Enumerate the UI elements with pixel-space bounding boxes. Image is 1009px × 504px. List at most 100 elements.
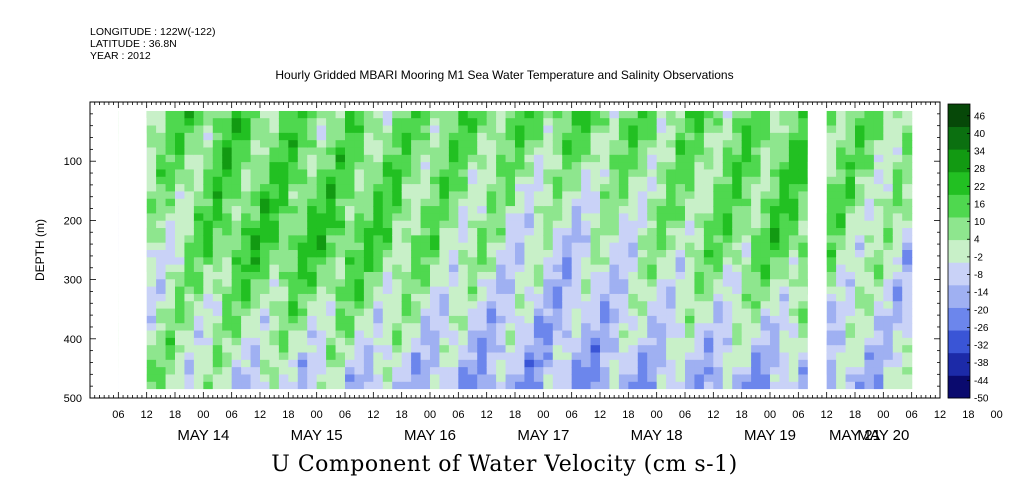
heatmap-cell [269, 213, 280, 222]
heatmap-cell [552, 125, 563, 134]
heatmap-cell [685, 359, 696, 368]
heatmap-cell [156, 323, 167, 332]
heatmap-cell [278, 293, 289, 302]
heatmap-cell [562, 359, 573, 368]
heatmap-cell [430, 235, 441, 244]
heatmap-cell [269, 301, 280, 310]
heatmap-cell [146, 220, 157, 229]
heatmap-cell [345, 323, 356, 332]
heatmap-cell [269, 257, 280, 266]
heatmap-cell [533, 191, 544, 200]
heatmap-cell [439, 271, 450, 280]
heatmap-cell [486, 242, 497, 251]
heatmap-cell [269, 345, 280, 354]
heatmap-cell [770, 140, 781, 149]
heatmap-cell [656, 264, 667, 273]
heatmap-cell [326, 169, 337, 178]
heatmap-cell [855, 352, 866, 361]
heatmap-cell [203, 345, 214, 354]
heatmap-cell [458, 293, 469, 302]
heatmap-cell [836, 374, 847, 383]
heatmap-cell [203, 352, 214, 361]
heatmap-cell [278, 323, 289, 332]
heatmap-cell [411, 228, 422, 236]
heatmap-cell [873, 235, 884, 244]
heatmap-cell [666, 242, 677, 251]
heatmap-cell [316, 286, 327, 295]
heatmap-cell [439, 191, 450, 200]
heatmap-cell [420, 140, 431, 149]
heatmap-cell [883, 315, 894, 324]
heatmap-cell [505, 257, 516, 266]
heatmap-cell [231, 352, 242, 361]
heatmap-cell [609, 191, 620, 200]
heatmap-cell [496, 147, 507, 156]
heatmap-cell [609, 367, 620, 376]
heatmap-cell [581, 352, 592, 361]
heatmap-cell [345, 286, 356, 295]
heatmap-cell [448, 337, 459, 346]
heatmap-cell [855, 206, 866, 214]
heatmap-cell [722, 132, 733, 141]
heatmap-cell [467, 257, 478, 266]
heatmap-cell [883, 250, 894, 258]
heatmap-cell [826, 250, 837, 258]
heatmap-cell [779, 228, 790, 236]
heatmap-cell [713, 250, 724, 258]
heatmap-cell [562, 154, 573, 163]
heatmap-cell [231, 132, 242, 141]
heatmap-cell [552, 184, 563, 193]
heatmap-cell [600, 315, 611, 324]
heatmap-cell [354, 110, 365, 119]
heatmap-cell [864, 381, 875, 390]
heatmap-cell [439, 323, 450, 332]
heatmap-cell [600, 154, 611, 163]
heatmap-cell [703, 184, 714, 193]
heatmap-cell [647, 301, 658, 310]
heatmap-cell [873, 330, 884, 339]
heatmap-cell [892, 110, 903, 119]
heatmap-cell [184, 359, 195, 368]
heatmap-cell [656, 198, 667, 207]
heatmap-cell [637, 132, 648, 141]
heatmap-cell [203, 381, 214, 390]
heatmap-cell [203, 242, 214, 251]
heatmap-cell [779, 264, 790, 273]
heatmap-cell [845, 323, 856, 332]
heatmap-cell [892, 271, 903, 280]
heatmap-cell [373, 367, 384, 376]
heatmap-cell [883, 264, 894, 273]
heatmap-cell [165, 293, 176, 302]
heatmap-cell [581, 147, 592, 156]
heatmap-cell [401, 323, 412, 332]
heatmap-cell [543, 250, 554, 258]
heatmap-cell [260, 330, 271, 339]
heatmap-cell [278, 381, 289, 390]
heatmap-cell [184, 154, 195, 163]
heatmap-cell [156, 206, 167, 214]
heatmap-cell [401, 213, 412, 222]
heatmap-cell [335, 169, 346, 178]
heatmap-cell [864, 206, 875, 214]
heatmap-cell [694, 162, 705, 171]
heatmap-cell [637, 330, 648, 339]
heatmap-cell [231, 315, 242, 324]
heatmap-cell [156, 213, 167, 222]
heatmap-cell [609, 132, 620, 141]
heatmap-cell [732, 367, 743, 376]
heatmap-cell [316, 147, 327, 156]
heatmap-cell [316, 191, 327, 200]
heatmap-cell [552, 191, 563, 200]
heatmap-cell [524, 140, 535, 149]
heatmap-cell [675, 315, 686, 324]
heatmap-cell [571, 242, 582, 251]
heatmap-cell [467, 110, 478, 119]
heatmap-cell [448, 206, 459, 214]
heatmap-cell [675, 154, 686, 163]
heatmap-cell [864, 374, 875, 383]
heatmap-cell [656, 257, 667, 266]
heatmap-cell [666, 301, 677, 310]
heatmap-cell [193, 118, 204, 127]
heatmap-cell [278, 125, 289, 134]
heatmap-cell [770, 228, 781, 236]
